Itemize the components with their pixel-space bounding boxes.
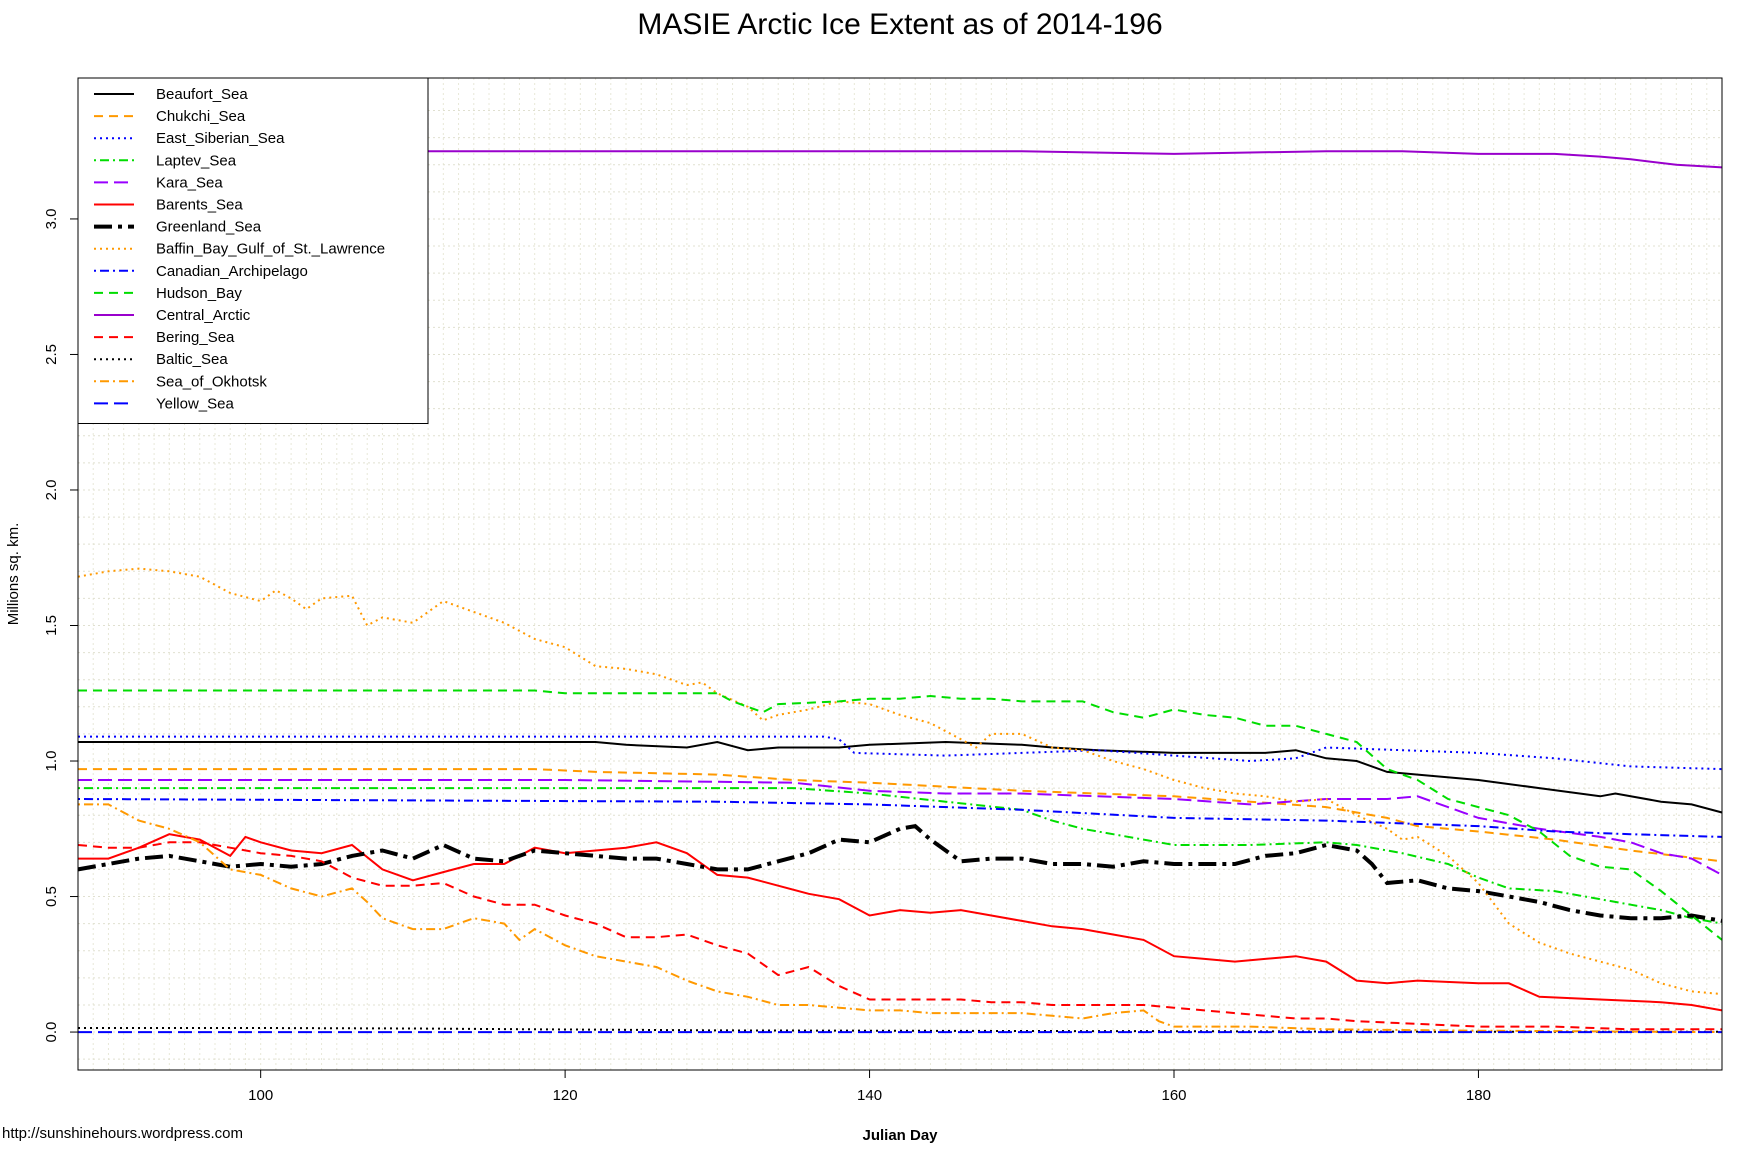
legend-label: Yellow_Sea	[156, 395, 234, 412]
legend-label: Baltic_Sea	[156, 351, 228, 368]
legend-label: Greenland_Sea	[156, 219, 262, 236]
x-tick-label: 140	[857, 1087, 882, 1104]
series-line-bering-sea	[77, 841, 1722, 1031]
y-axis-label: Millions sq. km.	[5, 523, 22, 626]
series-line-kara-sea	[78, 779, 1723, 876]
chart-title: MASIE Arctic Ice Extent as of 2014-196	[637, 8, 1162, 41]
y-tick-label: 0.5	[43, 886, 60, 907]
grid	[77, 78, 1723, 1070]
x-axis-label: Julian Day	[862, 1127, 938, 1144]
y-tick-label: 2.0	[43, 480, 60, 501]
legend-label: Bering_Sea	[156, 329, 235, 346]
y-tick-label: 1.5	[43, 615, 60, 636]
legend-label: Chukchi_Sea	[156, 108, 246, 125]
legend-label: Central_Arctic	[156, 307, 251, 324]
series-line-baffin-bay-gulf-of-st-lawrence	[77, 567, 1723, 996]
legend-box	[77, 77, 429, 424]
plot-frame	[77, 77, 1723, 1071]
legend-label: Laptev_Sea	[156, 152, 237, 169]
series-line-chukchi-sea	[78, 768, 1723, 863]
series-line-canadian-archipelago	[77, 798, 1723, 838]
y-tick-label: 0.0	[43, 1022, 60, 1043]
y-tick-label: 3.0	[43, 209, 60, 230]
series-layer	[77, 150, 1723, 1034]
y-tick-label: 1.0	[43, 751, 60, 772]
series-line-sea-of-okhotsk	[78, 803, 1723, 1034]
legend-label: Kara_Sea	[156, 174, 223, 191]
x-tick-label: 120	[553, 1087, 578, 1104]
legend: Beaufort_Sea Chukchi_Sea East_Siberian_Sea…	[77, 77, 429, 424]
series-line-beaufort-sea	[78, 740, 1723, 814]
legend-label: East_Siberian_Sea	[156, 130, 285, 147]
legend-label: Beaufort_Sea	[156, 86, 248, 103]
series-line-east-siberian-sea	[78, 735, 1723, 771]
legend-label: Hudson_Bay	[156, 285, 242, 302]
series-line-barents-sea	[78, 833, 1723, 1012]
series-line-greenland-sea	[77, 823, 1723, 923]
legend-label: Sea_of_Okhotsk	[156, 373, 267, 390]
legend-label: Canadian_Archipelago	[156, 263, 308, 280]
y-tick-label: 2.5	[43, 344, 60, 365]
axes: 100 120 140 160 180 0.0 0.5 1.0 1.5 2.0 2.5 3.0	[43, 209, 1491, 1104]
legend-label: Baffin_Bay_Gulf_of_St._Lawrence	[156, 241, 385, 258]
series-line-laptev-sea	[78, 787, 1723, 925]
legend-label: Barents_Sea	[156, 197, 243, 214]
x-tick-label: 100	[248, 1087, 273, 1104]
x-tick-label: 160	[1161, 1087, 1186, 1104]
x-tick-label: 180	[1466, 1087, 1491, 1104]
credit-text: http://sunshinehours.wordpress.com	[2, 1125, 243, 1142]
